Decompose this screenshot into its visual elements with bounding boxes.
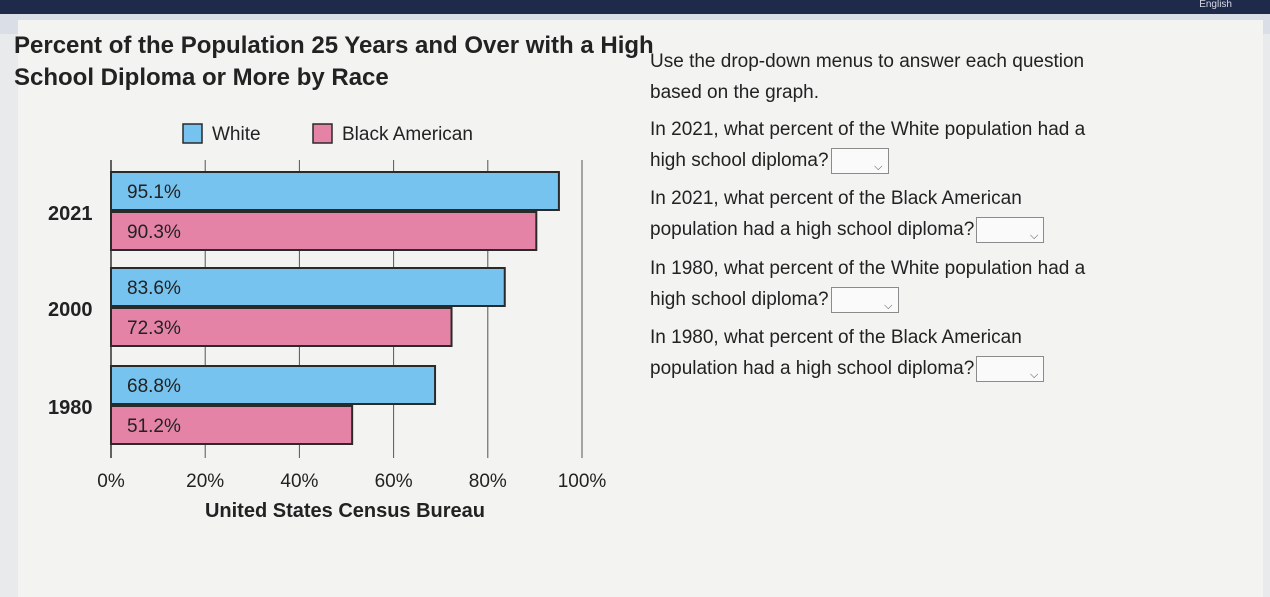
question-1-line-2: high school diploma? <box>650 150 829 171</box>
question-3-line-1: In 1980, what percent of the White popul… <box>650 258 1086 279</box>
bar-2021-black-american <box>110 211 538 251</box>
question-3-line-2: high school diploma? <box>650 289 829 310</box>
chevron-down-icon: ⌵ <box>1029 229 1039 242</box>
data-label-2021-white: 95.1% <box>127 182 181 203</box>
data-label-2000-white: 83.6% <box>127 278 181 299</box>
question-2: In 2021, what percent of the Black Ameri… <box>650 183 1240 245</box>
bar-2000-black-american <box>110 307 453 347</box>
category-label-1980: 1980 <box>48 397 93 419</box>
question-3: In 1980, what percent of the White popul… <box>650 253 1240 315</box>
x-tick-label-20: 20% <box>186 471 224 492</box>
data-label-1980-white: 68.8% <box>127 376 181 397</box>
answer-dropdown-1[interactable]: ⌵ <box>830 147 889 174</box>
chart-title: Percent of the Population 25 Years and O… <box>14 32 654 91</box>
data-label-2021-black-american: 90.3% <box>127 222 181 243</box>
answer-dropdown-3[interactable]: ⌵ <box>830 286 899 313</box>
legend-label-black-american: Black American <box>342 124 473 145</box>
legend-swatch-black-american <box>312 123 333 144</box>
x-tick-label-40: 40% <box>280 471 318 492</box>
bar-chart: White Black American 95.1% 90.3% 2021 83.6% 72… <box>48 123 607 522</box>
x-tick-label-60: 60% <box>375 471 413 492</box>
language-toggle[interactable]: English <box>1199 0 1232 10</box>
question-4-line-1: In 1980, what percent of the Black Ameri… <box>650 327 1022 348</box>
answer-dropdown-4[interactable]: ⌵ <box>976 355 1045 382</box>
chevron-down-icon: ⌵ <box>1029 368 1039 381</box>
bar-2000-white <box>110 267 506 307</box>
data-label-1980-black-american: 51.2% <box>127 416 181 437</box>
chevron-down-icon: ⌵ <box>884 299 893 312</box>
legend-label-white: White <box>212 124 261 145</box>
question-1-line-1: In 2021, what percent of the White popul… <box>650 119 1086 140</box>
question-2-line-2: population had a high school diploma? <box>650 219 975 240</box>
bar-1980-black-american <box>110 405 354 445</box>
category-label-2021: 2021 <box>48 203 93 225</box>
x-tick-label-100: 100% <box>558 471 607 492</box>
x-tick-label-0: 0% <box>97 471 125 492</box>
instructions-line-2: based on the graph. <box>650 82 820 103</box>
top-bar: English <box>0 0 1270 14</box>
answer-dropdown-2[interactable]: ⌵ <box>976 216 1045 243</box>
instructions-line-1: Use the drop-down menus to answer each q… <box>650 51 1085 72</box>
bar-2021-white <box>110 171 560 211</box>
chart-source: United States Census Bureau <box>205 500 485 522</box>
instructions: Use the drop-down menus to answer each q… <box>650 46 1240 108</box>
bar-1980-white <box>110 365 437 405</box>
x-tick-label-80: 80% <box>469 471 507 492</box>
question-4-line-2: population had a high school diploma? <box>650 358 975 379</box>
question-4: In 1980, what percent of the Black Ameri… <box>650 322 1240 384</box>
chevron-down-icon: ⌵ <box>874 160 883 173</box>
category-label-2000: 2000 <box>48 299 93 321</box>
question-1: In 2021, what percent of the White popul… <box>650 114 1240 176</box>
question-2-line-1: In 2021, what percent of the Black Ameri… <box>650 188 1022 209</box>
data-label-2000-black-american: 72.3% <box>127 318 181 339</box>
legend-swatch-white <box>182 123 203 144</box>
